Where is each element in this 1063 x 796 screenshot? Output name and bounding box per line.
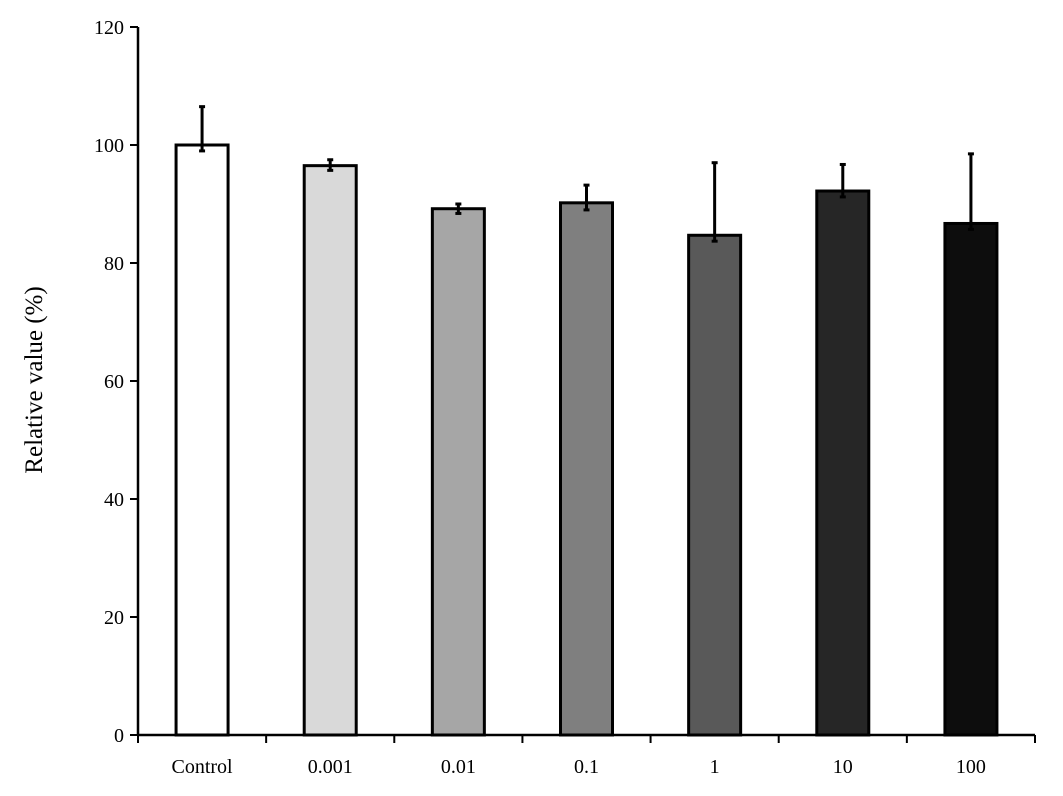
bar-0-1 [559, 201, 614, 737]
x-tick-label: Control [172, 756, 234, 778]
y-tick-label: 60 [104, 371, 124, 393]
y-tick-label: 40 [104, 489, 124, 511]
bar-0-01 [430, 207, 486, 737]
bar-10 [815, 189, 871, 737]
bars-group [174, 143, 999, 737]
y-tick-label: 100 [94, 135, 124, 157]
x-ticks-group: Control 0.001 0.01 0.1 1 10 100 [137, 735, 1036, 778]
bar-0-001 [302, 164, 358, 737]
x-tick-label: 100 [956, 756, 986, 778]
y-tick-label: 20 [104, 607, 124, 629]
x-tick-label: 10 [833, 756, 853, 778]
x-tick-label: 0.01 [441, 756, 476, 778]
y-tick-label: 80 [104, 253, 124, 275]
x-tick-label: 1 [710, 756, 720, 778]
y-tick-label: 120 [94, 17, 124, 39]
error-bars-group [199, 105, 974, 243]
bar-100 [943, 221, 999, 737]
y-axis-title: Relative value (%) [21, 286, 48, 473]
bar-control [174, 143, 230, 737]
bar-1 [687, 233, 743, 737]
y-tick-label: 0 [114, 725, 124, 747]
x-tick-label: 0.001 [308, 756, 353, 778]
x-tick-label: 0.1 [574, 756, 599, 778]
y-ticks-group: 0 20 40 60 80 100 120 [94, 17, 138, 747]
